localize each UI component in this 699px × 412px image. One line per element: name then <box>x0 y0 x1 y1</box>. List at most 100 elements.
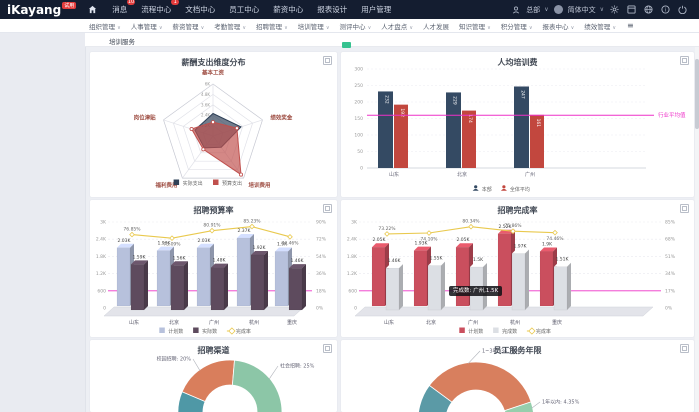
top-nav: 消息 10 流程中心 1 文档中心 员工中心 薪资中心 报表设计 用户管理 <box>105 0 398 15</box>
svg-text:6K: 6K <box>205 82 211 87</box>
topnav-item-1[interactable]: 流程中心 1 <box>141 0 180 15</box>
org-selector[interactable]: 总部 <box>526 5 541 14</box>
chevron-down-icon: ∨ <box>158 24 163 31</box>
modulenav-item-12[interactable]: 绩效管理 ∨ <box>584 22 616 31</box>
svg-text:75.86%: 75.86% <box>504 223 522 229</box>
expand-icon[interactable] <box>680 344 689 353</box>
svg-text:192: 192 <box>399 108 405 117</box>
modulenav-item-10[interactable]: 积分管理 ∨ <box>500 22 533 31</box>
chevron-down-icon: ∨ <box>284 24 288 31</box>
svg-text:校园招聘: 20%: 校园招聘: 20% <box>157 356 192 363</box>
svg-text:2.4K: 2.4K <box>347 237 358 243</box>
expand-icon[interactable] <box>323 56 332 65</box>
topnav-item-4[interactable]: 薪资中心 <box>273 5 304 14</box>
svg-text:250: 250 <box>354 83 363 89</box>
globe-icon[interactable] <box>644 5 653 14</box>
topnav-item-2[interactable]: 文档中心 <box>185 5 216 14</box>
svg-text:1.46K: 1.46K <box>388 258 402 264</box>
chevron-down-icon: ∨ <box>117 24 121 31</box>
avatar[interactable] <box>553 5 563 14</box>
svg-text:0%: 0% <box>665 306 673 312</box>
modulenav-item-6[interactable]: 测评中心 ∨ <box>339 22 372 31</box>
svg-text:广州: 广州 <box>468 319 478 326</box>
topnav-item-5[interactable]: 报表设计 <box>317 5 348 14</box>
modulenav-item-1[interactable]: 人事管理 ∨ <box>130 22 163 31</box>
modulenav-item-7[interactable]: 人才盘点 ∨ <box>381 22 413 31</box>
expand-icon[interactable] <box>680 204 689 213</box>
svg-text:1.8K: 1.8K <box>96 254 107 260</box>
svg-text:1.2K: 1.2K <box>96 271 107 277</box>
help-icon[interactable]: i <box>661 5 670 14</box>
modulenav-item-4[interactable]: 招聘管理 ∨ <box>256 22 288 31</box>
expand-icon[interactable] <box>323 204 332 213</box>
modulenav-item-3[interactable]: 考勤管理 ∨ <box>214 22 246 31</box>
settings-icon[interactable] <box>610 5 619 14</box>
language-selector[interactable]: 简体中文 <box>567 5 596 14</box>
svg-text:51%: 51% <box>665 254 676 260</box>
svg-text:0: 0 <box>354 306 357 312</box>
card-recruit-channel: 校园招聘: 20% 社会招聘: 25% 招聘渠道 <box>90 340 337 412</box>
svg-text:预算支出: 预算支出 <box>222 180 242 187</box>
svg-text:2.03K: 2.03K <box>198 238 212 244</box>
svg-text:85%: 85% <box>665 220 676 226</box>
modulenav-item-5[interactable]: 培训管理 ∨ <box>297 22 330 31</box>
svg-text:山东: 山东 <box>389 171 399 178</box>
modulenav-item-9[interactable]: 知识管理 ∨ <box>459 22 491 31</box>
card-title: 薪酬支出维度分布 <box>181 58 246 67</box>
svg-text:实际支出: 实际支出 <box>183 180 203 187</box>
svg-text:200: 200 <box>354 100 363 106</box>
svg-text:1.97K: 1.97K <box>514 244 528 250</box>
svg-text:1.93K: 1.93K <box>415 241 429 247</box>
apps-icon[interactable] <box>627 5 636 14</box>
expand-icon[interactable] <box>323 344 332 353</box>
svg-text:北京: 北京 <box>169 319 179 326</box>
svg-text:广州: 广州 <box>209 319 219 326</box>
card-service-years: 1~3年: 34.79% 1年以内: 4.35% 员工服务年限 <box>341 340 694 412</box>
chevron-down-icon: ∨ <box>325 24 330 31</box>
modulenav-item-0[interactable]: 组织管理 ∨ <box>89 22 121 31</box>
card-recruit-completion: 3K 85% 2.4K 68% 1.8K 51% 1.2K 34% 600 17% 0 0% 2.05K… <box>341 200 694 337</box>
svg-text:杭州: 杭州 <box>510 319 520 326</box>
power-icon[interactable] <box>678 5 687 14</box>
modulenav-item-2[interactable]: 薪资管理 ∨ <box>172 22 205 31</box>
svg-text:完成率: 完成率 <box>536 328 551 335</box>
svg-text:1.51K: 1.51K <box>556 257 570 263</box>
card-title: 人均培训费 <box>497 58 538 67</box>
svg-text:68%: 68% <box>665 237 676 243</box>
svg-text:54%: 54% <box>316 254 327 260</box>
module-nav: 组织管理 ∨ 人事管理 ∨ 薪资管理 ∨ 考勤管理 ∨ 招聘管理 ∨ 培训管理 ∨ 测评中心… <box>0 19 699 33</box>
tab-current-page[interactable]: 培训服务 <box>109 38 135 46</box>
topnav-item-0[interactable]: 消息 10 <box>112 0 136 14</box>
topbar-right: 总部 ∨ 简体中文 ∨ i <box>508 5 691 15</box>
svg-text:1.48K: 1.48K <box>213 258 227 264</box>
topnav-item-6[interactable]: 用户管理 <box>361 5 392 14</box>
mini-status-badge[interactable] <box>342 42 351 48</box>
svg-text:150: 150 <box>354 116 363 122</box>
scrollbar-thumb[interactable] <box>695 59 699 129</box>
svg-text:重庆: 重庆 <box>552 319 562 326</box>
donut-chart: 1~3年: 34.79% 1年以内: 4.35% <box>418 348 580 412</box>
modulenav-item-11[interactable]: 报表中心 ∨ <box>542 22 575 31</box>
modulenav-item-8[interactable]: 人才发展 <box>423 22 449 31</box>
svg-text:600: 600 <box>97 288 106 294</box>
chevron-down-icon: ∨ <box>487 24 491 31</box>
home-icon[interactable] <box>88 5 97 14</box>
svg-text:72%: 72% <box>316 237 327 243</box>
svg-text:2.4K: 2.4K <box>201 113 210 118</box>
svg-text:0: 0 <box>103 306 106 312</box>
svg-text:完成率: 完成率 <box>236 328 251 335</box>
scrollbar-track[interactable] <box>695 19 699 412</box>
svg-text:2.05K: 2.05K <box>373 237 387 243</box>
svg-text:232: 232 <box>384 95 390 104</box>
svg-text:17%: 17% <box>665 288 676 294</box>
svg-text:1.55K: 1.55K <box>430 256 444 262</box>
svg-text:600: 600 <box>348 288 357 294</box>
expand-icon[interactable] <box>680 56 689 65</box>
bar3d-chart: 3K 85% 2.4K 68% 1.8K 51% 1.2K 34% 600 17% 0 0% 2.05K… <box>347 219 676 335</box>
app-logo[interactable]: iKayang 试用 <box>7 1 77 19</box>
svg-text:4.8K: 4.8K <box>201 92 210 97</box>
nav-more-icon[interactable]: ≡ <box>627 21 634 30</box>
svg-text:76.85%: 76.85% <box>123 227 141 233</box>
topnav-item-3[interactable]: 员工中心 <box>229 5 260 14</box>
